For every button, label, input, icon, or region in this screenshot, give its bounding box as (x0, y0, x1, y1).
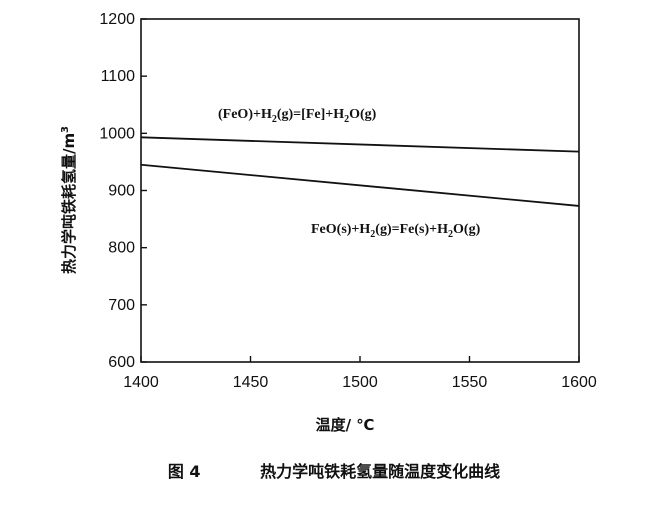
x-tick-label: 1600 (561, 374, 597, 391)
y-tick-label: 1000 (99, 125, 135, 142)
chart: 600 700 800 900 1000 1100 1200 1400 1450 1500 155… (60, 11, 597, 434)
x-axis-ticks: 1400 1450 1500 1550 1600 (123, 356, 597, 391)
x-tick-label: 1550 (452, 374, 488, 391)
figure-caption: 图 4 热力学吨铁耗氢量随温度变化曲线 (0, 458, 668, 482)
y-axis-label: 热力学吨铁耗氢量/m3 (60, 126, 78, 274)
series-annotations: (FeO)+H2(g)=[Fe]+H2O(g) FeO(s)+H2(g)=Fe(s… (218, 107, 481, 240)
x-axis-label: 温度/ ℃ (316, 416, 375, 434)
figure-title: 热力学吨铁耗氢量随温度变化曲线 (260, 462, 501, 481)
x-tick-label: 1500 (342, 374, 378, 391)
y-tick-label: 700 (108, 297, 135, 314)
series-lines (140, 136, 580, 207)
plot-frame (140, 18, 580, 363)
series-annotation-1: (FeO)+H2(g)=[Fe]+H2O(g) (218, 107, 377, 125)
y-axis-ticks: 600 700 800 900 1000 1100 1200 (99, 11, 147, 371)
x-tick-label: 1450 (233, 374, 269, 391)
y-tick-label: 800 (108, 240, 135, 257)
figure-number: 图 4 (167, 462, 201, 481)
y-tick-label: 600 (108, 354, 135, 371)
x-tick-label: 1400 (123, 374, 159, 391)
y-tick-label: 900 (108, 183, 135, 200)
y-tick-label: 1200 (99, 11, 135, 28)
series-line-2 (140, 163, 580, 207)
y-tick-label: 1100 (101, 68, 136, 85)
series-line-1 (140, 136, 580, 153)
series-annotation-2: FeO(s)+H2(g)=Fe(s)+H2O(g) (311, 222, 481, 240)
